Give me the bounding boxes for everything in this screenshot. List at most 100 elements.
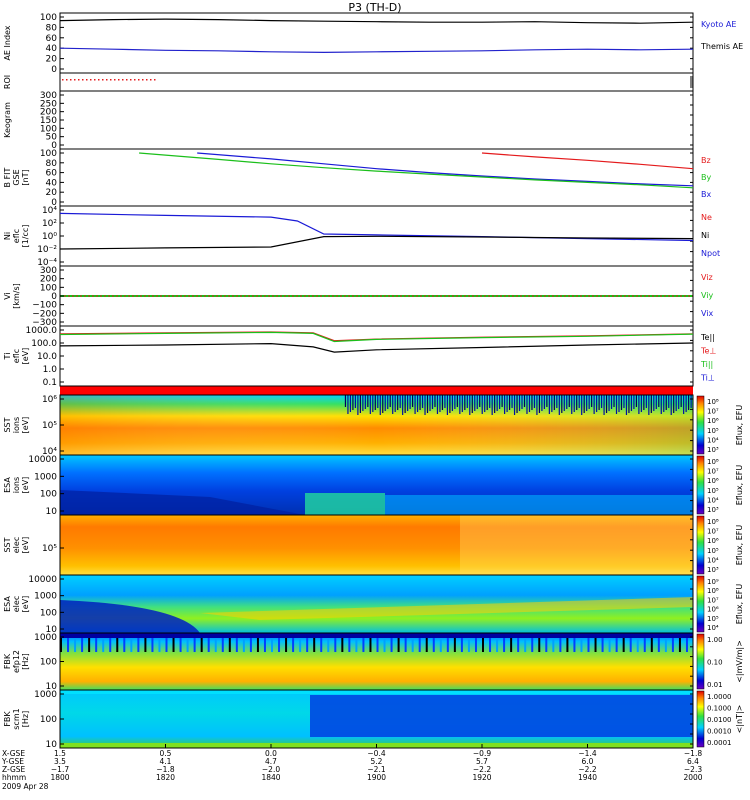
sst-i-stripe (479, 395, 481, 407)
sst-i-stripe (499, 395, 501, 409)
sst-i-stripe (379, 395, 381, 415)
x-tick-label-x: −1.8 (684, 749, 702, 758)
colorbar-tick-label: 10⁶ (707, 606, 719, 614)
sst-i-stripe (359, 395, 361, 413)
series-Bz (481, 152, 694, 170)
roi-dot (62, 79, 64, 81)
sst-i-stripe (553, 395, 555, 410)
sst-i-stripe (349, 395, 352, 412)
y-axis-label: Ti (3, 353, 12, 361)
fbk-e-stripe (355, 638, 358, 652)
roi-dot (70, 79, 72, 81)
sst-i-stripe (474, 395, 476, 411)
y-tick-label: 10000 (28, 575, 57, 585)
panel-sst_i: 10⁶ 10⁵ 10⁴ SST ions [eV] (3, 394, 694, 457)
y-tick-label: 80 (46, 159, 58, 169)
y-tick-label: −100 (32, 301, 57, 311)
sst-i-stripe (414, 395, 416, 414)
sst-i-stripe (640, 395, 642, 412)
roi-dot (114, 79, 116, 81)
y-tick-label: 0.1 (43, 378, 57, 388)
panel-fbk_b: 1000 100 10 FBK scm1 [Hz] (3, 689, 694, 750)
x-tick-label-y: 6.0 (582, 757, 594, 766)
fbk-e-stripe (580, 638, 583, 652)
sst-i-stripe (660, 395, 662, 414)
sst-i-stripe (476, 395, 478, 409)
fbk-e-stripe (629, 638, 632, 652)
sst-i-stripe (402, 395, 404, 415)
fbk-e-stripe (313, 638, 316, 652)
y-tick-label: 20 (46, 55, 58, 65)
sst-i-stripe (528, 395, 531, 412)
colorbar-tick-label: 10⁷ (707, 596, 719, 604)
fbk-e-stripe (116, 638, 119, 652)
fbk-e-stripe (559, 638, 562, 652)
x-tick-label-t: 2000 (683, 773, 702, 782)
fbk-e-stripe (193, 638, 196, 652)
y-tick-label: 0 (51, 141, 57, 151)
colorbar-tick-label: 10⁶ (707, 477, 719, 485)
legend-entry: Bz (701, 156, 711, 165)
y-tick-label: 10000 (28, 455, 57, 465)
y-tick-label: 1000 (34, 472, 57, 482)
y-tick-label: 100 (40, 13, 57, 23)
y-axis-label: ESA (3, 596, 12, 612)
y-tick-label: 60 (46, 34, 58, 44)
x-row-label: 2009 Apr 28 (2, 782, 49, 791)
y-axis-label: [nT] (21, 169, 30, 185)
legend-entry: Vix (701, 309, 714, 318)
roi-dot (126, 79, 128, 81)
x-tick-label-z: −1.7 (51, 765, 69, 774)
sst-i-stripe (688, 395, 690, 410)
y-axis-label: GSE (12, 169, 21, 185)
panel-roi: ROI (3, 72, 694, 92)
sst-i-stripe (389, 395, 391, 407)
sst-i-stripe (441, 395, 444, 410)
sst-i-stripe (523, 395, 526, 407)
sst-i-stripe (449, 395, 451, 413)
colorbar-tick-label: 10³ (707, 566, 719, 574)
legend-entry: Ti⊥ (700, 374, 715, 383)
sst-i-stripe (603, 395, 605, 415)
colorbar-tick-label: 10⁸ (707, 518, 719, 526)
y-tick-label: 80 (46, 23, 58, 33)
y-tick-label: 10⁴ (42, 206, 57, 216)
x-tick-label-y: 4.1 (160, 757, 172, 766)
sst-i-stripe (421, 395, 424, 408)
fbk-e-stripe (678, 638, 681, 652)
roi-dot (66, 79, 68, 81)
fbk-e-stripe (601, 638, 604, 652)
sst-i-stripe (367, 395, 369, 407)
sst-i-stripe (407, 395, 409, 411)
sst-i-stripe (683, 395, 685, 414)
colorbar-tick-label: 10⁷ (707, 408, 719, 416)
esa-i-cyan-region (385, 495, 693, 515)
y-axis-label: elec (12, 596, 21, 612)
sst-i-stripe (558, 395, 560, 415)
fbk-e-stripe (664, 638, 667, 652)
sst-i-stripe (588, 395, 590, 409)
roi-dot (138, 79, 140, 81)
legend-entry: Te|| (700, 333, 715, 342)
y-tick-label: 40 (46, 44, 58, 54)
y-axis-label: AE Index (3, 25, 12, 60)
sst-i-stripe (454, 395, 456, 409)
colorbar-tick-label: 10⁶ (707, 537, 719, 545)
sst-i-stripe (471, 395, 473, 413)
sst-i-stripe (581, 395, 583, 415)
x-tick-label-z: −2.3 (684, 765, 702, 774)
sst-i-stripe (608, 395, 610, 411)
roi-dot (122, 79, 124, 81)
y-tick-label: 10⁴ (42, 447, 57, 457)
fbk-e-stripe (109, 638, 112, 652)
legend-entry: Themis AE (700, 42, 743, 51)
sst-i-stripe (630, 395, 633, 411)
y-tick-label: 0 (51, 65, 57, 75)
y-tick-label: 0 (51, 198, 57, 208)
series-Ti|| (59, 331, 694, 343)
colorbar-tick-label: 10⁴ (707, 556, 719, 564)
y-tick-label: 20 (46, 188, 58, 198)
